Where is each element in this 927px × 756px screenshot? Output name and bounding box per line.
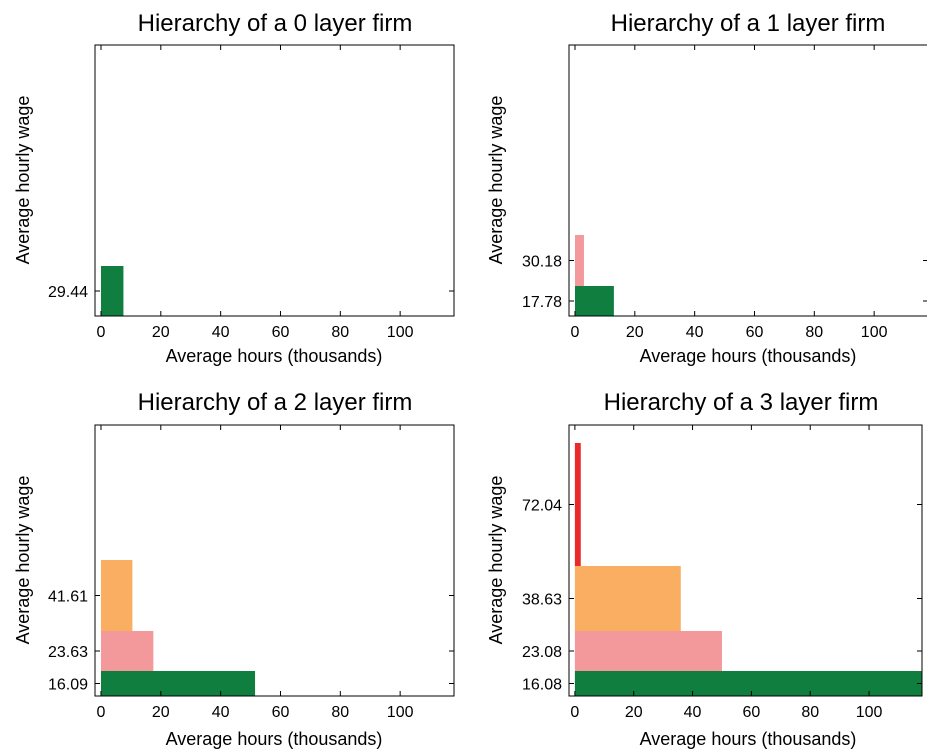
y-tick-label: 72.04 <box>522 498 562 515</box>
layer-bar <box>574 566 681 631</box>
layer-bar <box>574 671 922 696</box>
x-tick-label: 100 <box>856 704 883 721</box>
x-axis-label: Average hours (thousands) <box>166 346 383 366</box>
panel-0-ticks: 29.44 0 20 40 60 80 100 <box>48 45 454 341</box>
y-axis-label: Average hourly wage <box>486 96 506 265</box>
x-tick-label: 20 <box>626 324 644 341</box>
x-tick-label: 20 <box>152 704 170 721</box>
x-tick-label: 80 <box>801 704 819 721</box>
plot-frame <box>568 44 927 317</box>
y-axis-label: Average hourly wage <box>13 96 33 265</box>
x-axis-label: Average hours (thousands) <box>640 346 857 366</box>
y-tick-label: 17.78 <box>522 294 562 311</box>
layer-bar <box>574 286 614 316</box>
x-tick-label: 60 <box>742 704 760 721</box>
panel-1-ticks: 17.78 30.18 0 20 40 60 80 100 <box>522 45 927 341</box>
x-tick-label: 80 <box>331 704 349 721</box>
x-tick-label: 0 <box>97 704 106 721</box>
x-tick-label: 40 <box>212 324 230 341</box>
panel-3-ticks: 16.08 23.08 38.63 72.04 0 20 40 60 80 100 <box>522 425 922 721</box>
layer-bar <box>100 671 256 696</box>
x-tick-label: 0 <box>97 324 106 341</box>
y-tick-label: 16.08 <box>522 677 562 694</box>
x-tick-label: 40 <box>212 704 230 721</box>
y-tick-label: 30.18 <box>522 254 562 271</box>
panel-2-marks <box>100 560 256 696</box>
y-axis-label: Average hourly wage <box>13 476 33 645</box>
y-tick-label: 23.63 <box>48 644 88 661</box>
x-tick-label: 100 <box>861 324 888 341</box>
panel-3: Hierarchy of a 3 layer firm 16.08 23.08 38… <box>486 389 923 749</box>
panel-title: Hierarchy of a 2 layer firm <box>138 389 413 416</box>
y-tick-label: 23.08 <box>522 644 562 661</box>
layer-bar <box>100 631 154 671</box>
x-tick-label: 20 <box>625 704 643 721</box>
x-tick-label: 60 <box>272 324 290 341</box>
x-tick-label: 40 <box>686 324 704 341</box>
plot-frame <box>94 44 455 317</box>
x-tick-label: 80 <box>331 324 349 341</box>
panel-title: Hierarchy of a 3 layer firm <box>604 389 879 416</box>
plot-frame <box>568 424 923 697</box>
layer-bar <box>100 266 124 316</box>
panel-1: Hierarchy of a 1 layer firm 17.78 30.18 0 2… <box>486 10 927 366</box>
layer-bar <box>574 235 584 286</box>
panel-3-marks <box>574 443 922 696</box>
panel-title: Hierarchy of a 1 layer firm <box>611 10 886 37</box>
x-tick-label: 0 <box>570 704 579 721</box>
x-tick-label: 100 <box>387 704 414 721</box>
x-axis-label: Average hours (thousands) <box>166 729 383 749</box>
panel-0-marks <box>100 266 124 316</box>
y-axis-label: Average hourly wage <box>486 476 506 645</box>
y-tick-label: 41.61 <box>48 589 88 606</box>
x-tick-label: 100 <box>387 324 414 341</box>
x-tick-label: 20 <box>152 324 170 341</box>
layer-bar <box>574 631 722 671</box>
x-tick-label: 0 <box>571 324 580 341</box>
y-tick-label: 16.09 <box>48 677 88 694</box>
panel-1-marks <box>574 235 614 316</box>
panel-title: Hierarchy of a 0 layer firm <box>138 10 413 37</box>
y-tick-label: 29.44 <box>48 284 88 301</box>
x-axis-label: Average hours (thousands) <box>640 729 857 749</box>
layer-bar <box>100 560 133 631</box>
x-tick-label: 80 <box>805 324 823 341</box>
panel-2: Hierarchy of a 2 layer firm 16.09 23.63 41… <box>13 389 455 749</box>
y-tick-label: 38.63 <box>522 592 562 609</box>
x-tick-label: 60 <box>746 324 764 341</box>
x-tick-label: 40 <box>684 704 702 721</box>
x-tick-label: 60 <box>272 704 290 721</box>
panel-0: Hierarchy of a 0 layer firm 29.44 0 20 40 60… <box>13 10 455 366</box>
panel-2-ticks: 16.09 23.63 41.61 0 20 40 60 80 100 <box>48 425 454 721</box>
layer-bar <box>574 443 581 566</box>
plot-frame <box>94 424 455 697</box>
